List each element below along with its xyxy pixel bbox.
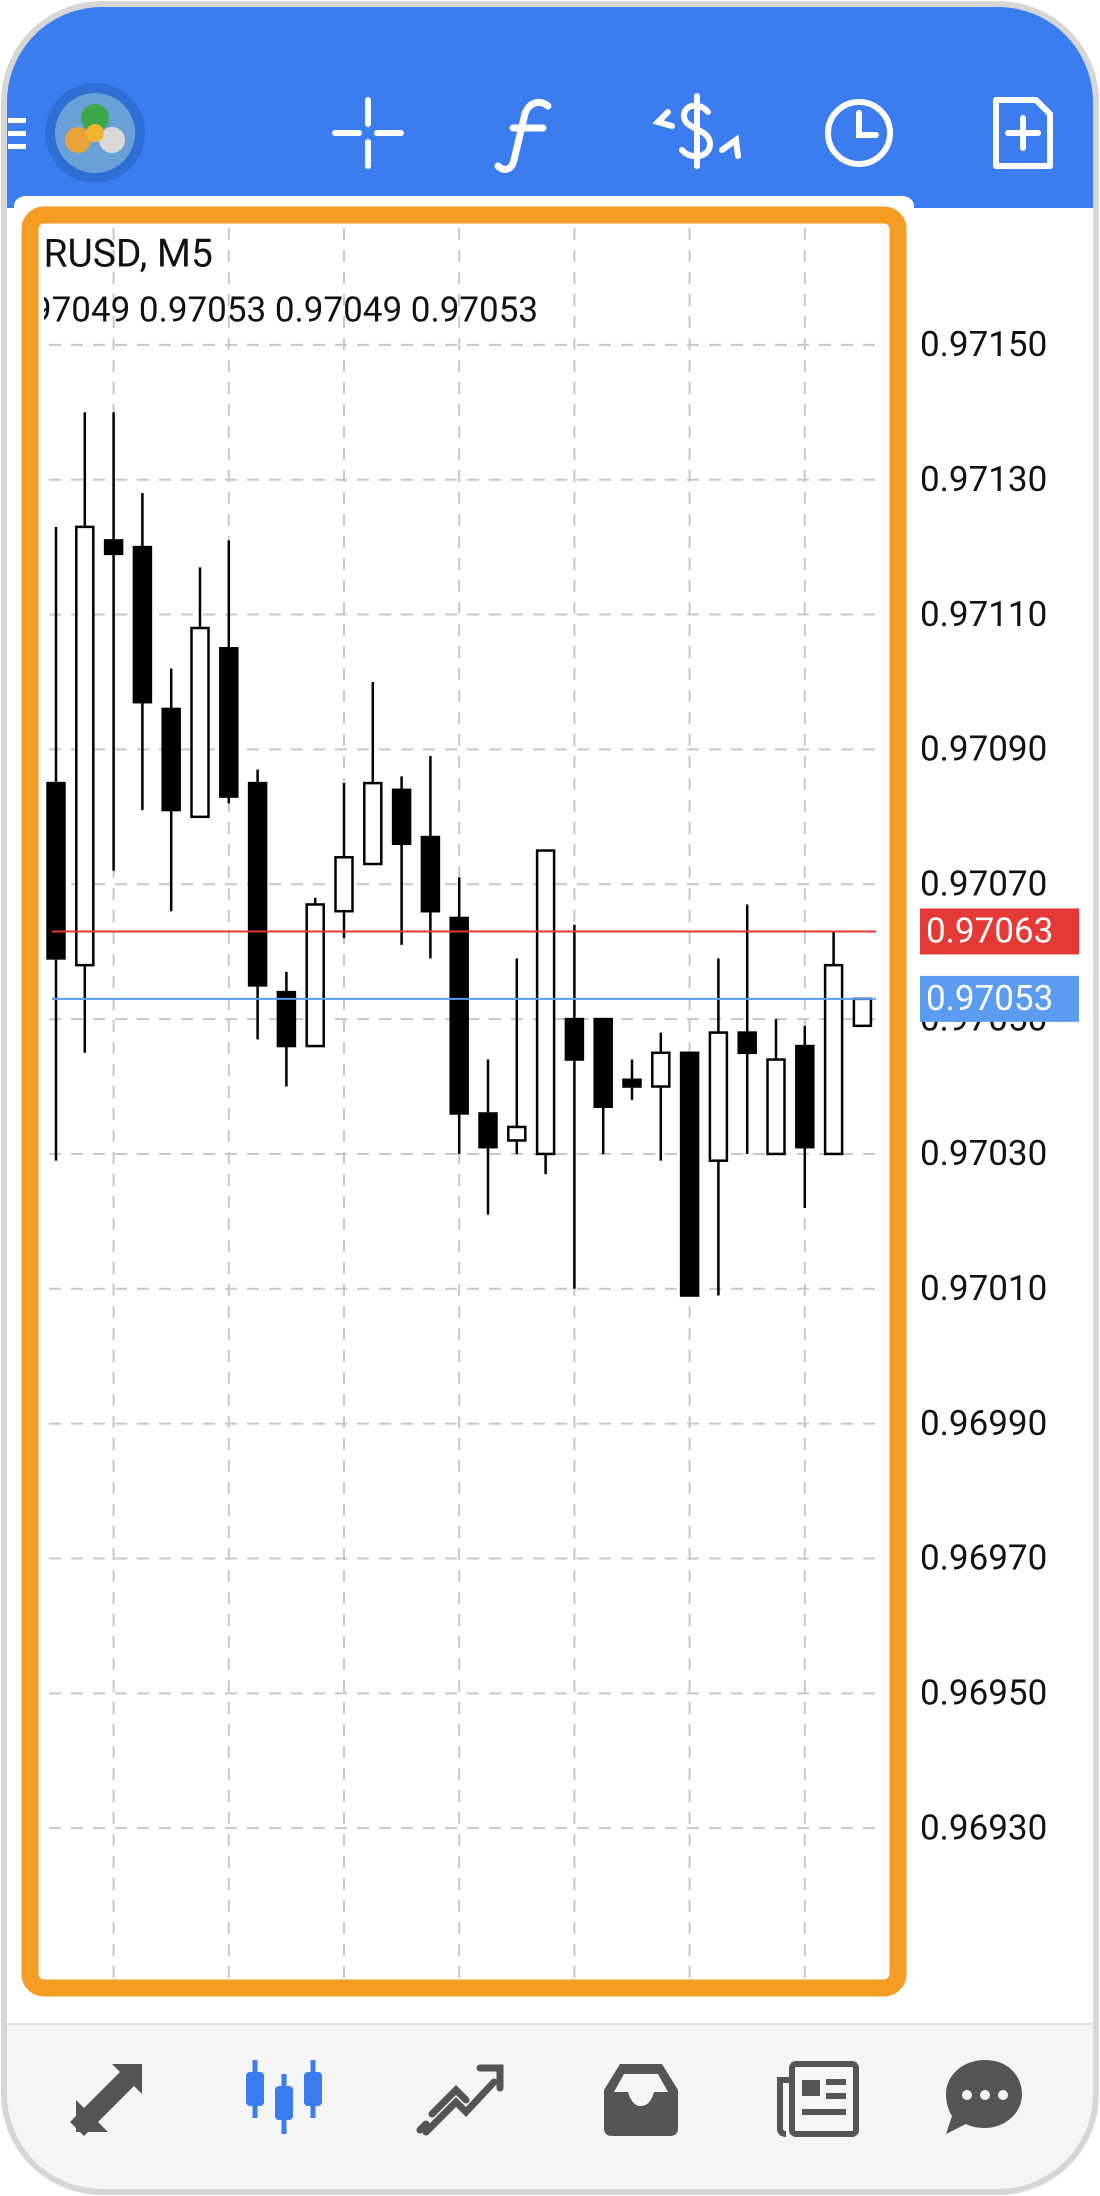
- candle-body: [478, 1112, 498, 1149]
- candle-body: [219, 647, 239, 798]
- candle-body: [564, 1017, 585, 1061]
- y-tick-label: 0.97070: [920, 863, 1047, 904]
- candle-body: [161, 707, 181, 812]
- candle-body: [766, 1058, 786, 1156]
- ohlc-line: 0.97049 0.97053 0.97049 0.97053: [3, 289, 538, 330]
- chart-tab[interactable]: [246, 2060, 322, 2134]
- price-label: 0.97063: [926, 911, 1053, 952]
- y-tick-label: 0.96950: [920, 1673, 1047, 1714]
- history-button[interactable]: [825, 99, 893, 167]
- price-axis: 0.97150 0.97130 0.97110 0.97090 0.97070 0.970…: [920, 324, 1079, 1848]
- chat-tab[interactable]: [946, 2060, 1022, 2134]
- new-chart-button[interactable]: [993, 97, 1053, 169]
- candle-body: [679, 1051, 700, 1297]
- candle-body: [276, 990, 297, 1048]
- candle-body: [708, 1031, 729, 1162]
- candle-body: [247, 781, 268, 987]
- candle-body: [132, 545, 153, 704]
- y-tick-label: 0.97130: [920, 459, 1047, 500]
- candle-body: [420, 835, 441, 913]
- candle-body: [305, 903, 325, 1048]
- candles: [46, 412, 873, 1297]
- highlight-frame: [21, 206, 907, 1997]
- grid: [49, 228, 876, 1978]
- y-tick-label: 0.97030: [920, 1133, 1047, 1174]
- candle-body: [449, 916, 469, 1115]
- y-tick-label: 0.96970: [920, 1538, 1047, 1579]
- candle-body: [190, 626, 210, 819]
- chart-header: EURUSD, M5 0.97049 0.97053 0.97049 0.970…: [0, 230, 538, 330]
- candle-body: [75, 525, 95, 967]
- y-tick-label: 0.96990: [920, 1403, 1047, 1444]
- bottom-nav: [6, 2024, 1094, 2190]
- trade-tab[interactable]: [416, 2064, 504, 2136]
- menu-button[interactable]: [8, 118, 26, 149]
- chart: 0.97150 0.97130 0.97110 0.97090 0.97070 0.970…: [0, 228, 1079, 1978]
- quotes-tab[interactable]: [70, 2064, 142, 2136]
- candle-body: [103, 539, 124, 556]
- indicators-button[interactable]: [494, 99, 552, 173]
- candle-body: [737, 1031, 757, 1055]
- candle-body: [334, 856, 354, 913]
- symbol-title: EURUSD, M5: [0, 230, 213, 276]
- candle-body: [622, 1078, 642, 1088]
- candle-body: [823, 963, 844, 1156]
- candle-body: [46, 781, 66, 960]
- app-logo[interactable]: [45, 83, 145, 183]
- candle-body: [363, 781, 383, 866]
- price-label-box: [920, 908, 1079, 955]
- price-label-box: [920, 975, 1079, 1022]
- y-tick-label: 0.97110: [920, 594, 1047, 635]
- candle-body: [651, 1051, 671, 1088]
- y-tick-label: 0.96930: [920, 1807, 1047, 1848]
- y-tick-label: 0.97010: [920, 1268, 1047, 1309]
- history-tab[interactable]: [604, 2064, 678, 2136]
- trade-button[interactable]: [652, 93, 741, 169]
- candle-body: [507, 1125, 527, 1142]
- y-tick-label: 0.97090: [920, 729, 1047, 770]
- candle-body: [535, 849, 556, 1156]
- crosshair-button[interactable]: [332, 97, 404, 169]
- candle-body: [593, 1017, 613, 1108]
- price-label: 0.97053: [926, 978, 1053, 1019]
- candle-body: [852, 997, 873, 1028]
- price-lines: [52, 930, 876, 1000]
- news-tab[interactable]: [777, 2061, 859, 2137]
- candle-body: [795, 1044, 815, 1149]
- y-tick-label: 0.97150: [920, 324, 1047, 365]
- candle-body: [391, 788, 412, 846]
